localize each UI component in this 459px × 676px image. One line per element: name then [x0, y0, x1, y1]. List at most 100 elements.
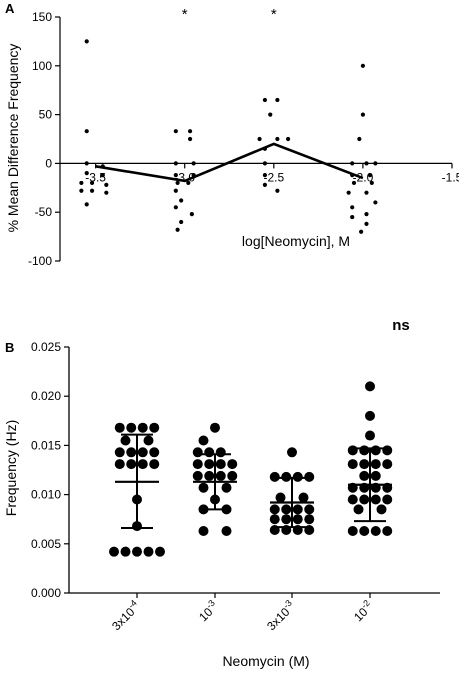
panel-a-data-point	[285, 136, 291, 142]
panel-b-x-axis-title: Neomycin (M)	[222, 653, 309, 669]
panel-a-data-point	[175, 180, 180, 186]
panel-b-data-point	[359, 445, 370, 456]
panel-a-data-point	[357, 136, 362, 142]
panel-b-y-tick-label: 0.000	[31, 586, 61, 600]
panel-b-data-point	[347, 494, 358, 505]
panel-a-data-point	[173, 188, 178, 193]
panel-b-data-point	[198, 482, 209, 493]
panel-a-data-point	[84, 39, 89, 44]
panel-b-data-point	[137, 422, 148, 433]
panel-b-data-point	[292, 514, 303, 525]
panel-a-data-point	[373, 161, 378, 166]
panel-b-data-point	[370, 526, 381, 537]
panel-b-data-point	[269, 471, 280, 482]
panel-b-data-point	[149, 422, 160, 433]
panel-b-data-point	[143, 546, 154, 557]
panel-b-data-point	[132, 546, 142, 557]
panel-b: B Frequency (Hz) Neomycin (M) ns 0.000 0.…	[3, 317, 440, 669]
panel-b-data-point	[126, 447, 137, 458]
panel-b-x-tick-label: 10-2	[350, 598, 376, 624]
panel-b-data-point	[198, 526, 209, 537]
panel-b-data-point	[155, 546, 165, 557]
panel-a-y-tick-label: -100	[28, 254, 52, 268]
panel-b-data-point	[287, 447, 297, 458]
panel-a-x-tick-label: -3.5	[85, 170, 106, 184]
panel-b-letter: B	[5, 340, 14, 355]
panel-a-data-point	[100, 173, 105, 178]
panel-a-data-point	[346, 190, 351, 195]
panel-a-y-tick-label: 50	[39, 108, 53, 122]
panel-b-data-point	[376, 504, 387, 515]
panel-b-data-point	[204, 459, 215, 470]
panel-a-data-point	[262, 173, 268, 178]
panel-a-data-point	[257, 136, 262, 142]
panel-b-data-point	[126, 422, 137, 433]
panel-b-data-point	[120, 435, 131, 446]
panel-b-data-point	[192, 459, 203, 470]
panel-a-data-point	[79, 180, 84, 186]
panel-b-data-point	[120, 546, 131, 557]
panel-b-data-point	[370, 470, 381, 481]
panel-a-y-axis-title: % Mean Difference Frequency	[5, 44, 21, 233]
panel-b-data-point	[114, 447, 125, 458]
panel-a-data-point	[89, 188, 95, 193]
panel-b-data-point	[281, 504, 292, 515]
panel-a-data-point	[360, 112, 366, 117]
panel-a-data-point	[262, 97, 268, 103]
panel-a-data-point	[173, 173, 178, 178]
panel-a-mean-line	[95, 142, 364, 183]
panel-a-data-point	[89, 180, 95, 186]
panel-a-data-point	[364, 221, 369, 227]
panel-a-data-point	[189, 212, 194, 217]
panel-a-data-point	[364, 161, 369, 166]
panel-a-data-point	[104, 182, 109, 187]
panel-a-data-point	[179, 198, 184, 203]
panel-b-data-point	[192, 447, 203, 458]
panel-b-data-point	[359, 526, 370, 537]
panel-a: A % Mean Difference Frequency log[Neomyc…	[5, 1, 459, 268]
panel-a-data-point	[84, 202, 89, 207]
panel-a-data-point	[373, 200, 378, 205]
panel-a-data-point	[79, 188, 84, 193]
panel-b-data-point	[269, 514, 280, 525]
panel-b-data-point	[215, 447, 226, 458]
panel-b-data-point	[192, 470, 203, 481]
panel-b-data-point	[292, 504, 303, 515]
panel-b-y-axis-title: Frequency (Hz)	[3, 420, 19, 516]
panel-a-data-point	[275, 136, 280, 142]
panel-b-points	[109, 381, 393, 557]
panel-a-data-point	[173, 205, 178, 210]
panel-a-data-point	[84, 161, 89, 166]
panel-b-data-point	[204, 470, 215, 481]
panel-a-data-point	[173, 129, 178, 134]
panel-b-significance-label: ns	[392, 317, 410, 334]
panel-a-x-axis-title: log[Neomycin], M	[242, 233, 350, 249]
panel-b-data-point	[365, 430, 375, 441]
panel-a-data-point	[364, 190, 369, 195]
panel-a-data-point	[360, 63, 366, 68]
panel-b-data-point	[382, 494, 393, 505]
panel-a-significance-star: *	[271, 6, 277, 23]
panel-a-significance-star: *	[182, 6, 188, 23]
panel-b-data-point	[382, 459, 393, 470]
panel-b-data-point	[359, 459, 370, 470]
panel-b-data-point	[365, 410, 375, 421]
panel-a-letter: A	[5, 1, 15, 16]
panel-a-data-point	[173, 161, 178, 166]
panel-a-data-point	[369, 180, 374, 186]
panel-a-y-tick-label: 0	[45, 156, 52, 170]
panel-b-data-point	[198, 435, 209, 446]
panel-b-data-point	[221, 482, 232, 493]
panel-b-x-tick-label: 3x10-3	[263, 598, 298, 633]
panel-b-data-point	[298, 492, 309, 503]
panel-b-data-point	[304, 504, 315, 515]
panel-b-x-tick-label: 3x10-4	[108, 598, 143, 633]
panel-a-data-point	[175, 227, 180, 232]
panel-a-x-tick-label: -1.5	[442, 170, 459, 184]
panel-a-data-point	[367, 173, 373, 178]
panel-b-y-tick-label: 0.020	[31, 389, 61, 403]
panel-b-data-point	[353, 504, 364, 515]
panel-b-error-bars	[115, 433, 392, 530]
panel-a-data-point	[179, 219, 184, 225]
panel-a-data-point	[84, 129, 89, 134]
